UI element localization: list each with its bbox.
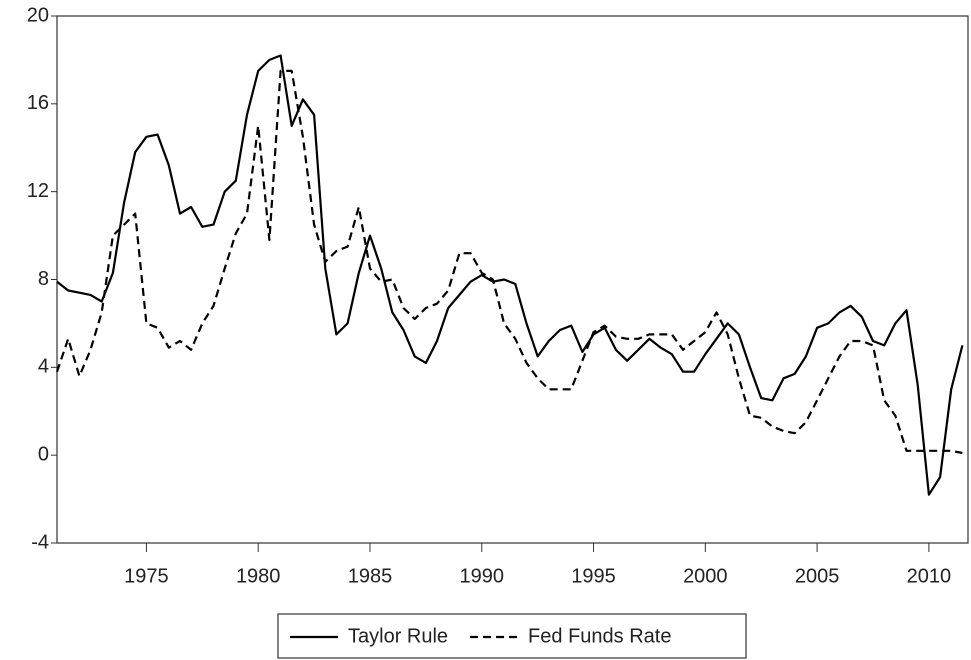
y-tick-label: 12	[27, 180, 49, 202]
y-tick-label: 0	[38, 443, 49, 465]
x-tick-label: 2005	[795, 565, 840, 587]
plot-frame	[56, 15, 969, 544]
series-line	[56, 54, 964, 496]
x-tick-label: 1975	[124, 565, 169, 587]
x-tick-label: 2010	[907, 565, 952, 587]
legend-label: Fed Funds Rate	[528, 625, 671, 647]
x-tick-label: 1985	[348, 565, 393, 587]
legend-label: Taylor Rule	[348, 625, 448, 647]
x-tick-label: 1990	[460, 565, 505, 587]
y-tick-label: -4	[31, 531, 49, 553]
series-line	[55, 69, 963, 455]
y-tick-label: 8	[38, 268, 49, 290]
x-tick-label: 1980	[236, 565, 281, 587]
x-tick-label: 1995	[571, 565, 616, 587]
y-tick-label: 4	[38, 356, 49, 378]
y-tick-label: 16	[27, 92, 49, 114]
y-tick-label: 20	[27, 4, 49, 26]
x-tick-label: 2000	[683, 565, 728, 587]
